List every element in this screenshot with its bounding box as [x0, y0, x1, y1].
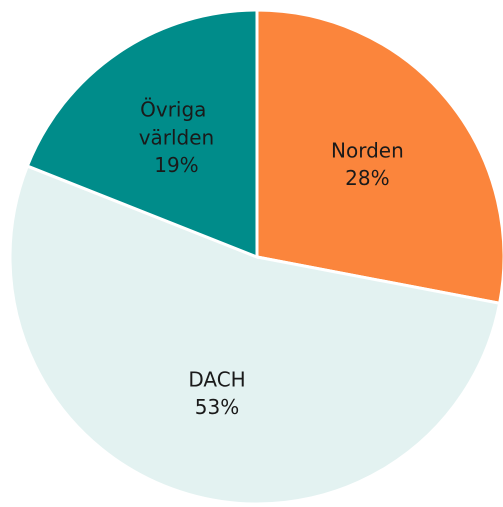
slice-label: Norden: [331, 138, 404, 162]
label-line: Norden: [331, 138, 404, 162]
slice-label: DACH: [188, 367, 245, 391]
pie-slice: [8, 164, 502, 506]
pie-slice: [255, 8, 503, 306]
slice-value-label: 19%: [154, 153, 198, 177]
pie-slice: [25, 8, 259, 260]
label-line: världen: [139, 125, 215, 149]
slice-value-label: 53%: [195, 395, 239, 419]
slice-label: Övriga världen: [139, 97, 215, 149]
label-line: Övriga: [140, 97, 213, 121]
label-line: DACH: [188, 367, 245, 391]
slice-value-label: 28%: [345, 166, 389, 190]
